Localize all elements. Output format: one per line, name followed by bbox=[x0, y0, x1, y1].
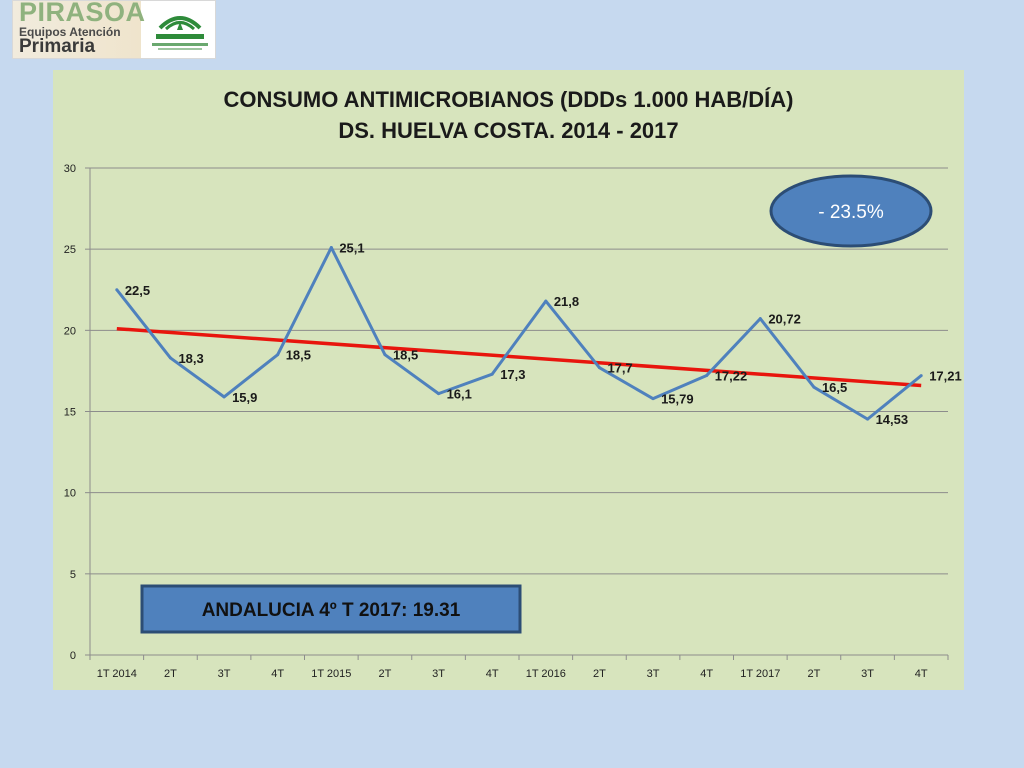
y-tick-label: 30 bbox=[64, 163, 76, 175]
x-tick-label: 2T bbox=[808, 668, 821, 680]
pirasoa-logo: PIRASOA Equipos Atención Primaria bbox=[12, 0, 216, 59]
data-label: 17,22 bbox=[715, 368, 748, 383]
y-tick-label: 10 bbox=[64, 488, 76, 500]
y-tick-label: 0 bbox=[70, 650, 76, 662]
junta-andalucia-emblem bbox=[152, 16, 208, 50]
data-point bbox=[705, 373, 709, 377]
x-tick-label: 4T bbox=[486, 668, 499, 680]
x-tick-label: 2T bbox=[164, 668, 177, 680]
data-label: 18,3 bbox=[178, 351, 203, 366]
data-label: 20,72 bbox=[768, 312, 801, 327]
chart-panel: CONSUMO ANTIMICROBIANOS (DDDs 1.000 HAB/… bbox=[53, 70, 964, 690]
data-point bbox=[919, 374, 923, 378]
change-callout bbox=[769, 174, 933, 248]
data-point bbox=[758, 317, 762, 321]
data-point bbox=[812, 385, 816, 389]
data-point bbox=[597, 366, 601, 370]
x-tick-label: 1T 2016 bbox=[526, 668, 566, 680]
change-callout-text: - 23.5% bbox=[818, 202, 884, 223]
logo-line1: Equipos Atención bbox=[19, 25, 121, 39]
x-tick-label: 2T bbox=[593, 668, 606, 680]
x-tick-label: 3T bbox=[647, 668, 660, 680]
data-point bbox=[168, 356, 172, 360]
trend-line bbox=[116, 326, 922, 388]
chart-title-line1: CONSUMO ANTIMICROBIANOS (DDDs 1.000 HAB/… bbox=[223, 87, 794, 112]
data-label: 21,8 bbox=[554, 294, 579, 309]
data-label: 17,3 bbox=[500, 367, 525, 382]
x-tick-label: 3T bbox=[432, 668, 445, 680]
data-label: 18,5 bbox=[286, 348, 311, 363]
reference-callout-text: ANDALUCIA 4º T 2017: 19.31 bbox=[202, 600, 461, 621]
chart-title-line2: DS. HUELVA COSTA. 2014 - 2017 bbox=[338, 118, 679, 143]
data-label: 17,21 bbox=[929, 369, 962, 384]
data-point bbox=[115, 288, 119, 292]
data-point bbox=[383, 353, 387, 357]
data-point bbox=[544, 299, 548, 303]
data-label: 18,5 bbox=[393, 348, 418, 363]
x-tick-label: 4T bbox=[271, 668, 284, 680]
data-point bbox=[329, 246, 333, 250]
data-point bbox=[490, 372, 494, 376]
y-tick-label: 25 bbox=[64, 244, 76, 256]
data-label: 25,1 bbox=[339, 241, 364, 256]
logo-brand-text: PIRASOA bbox=[19, 0, 146, 27]
x-tick-label: 3T bbox=[218, 668, 231, 680]
logo-line2: Primaria bbox=[19, 36, 96, 57]
reference-callout bbox=[140, 584, 522, 634]
data-point bbox=[866, 417, 870, 421]
data-point bbox=[222, 395, 226, 399]
data-label: 14,53 bbox=[876, 412, 909, 427]
data-label: 16,5 bbox=[822, 380, 847, 395]
y-tick-label: 15 bbox=[64, 407, 76, 419]
chart-title: CONSUMO ANTIMICROBIANOS (DDDs 1.000 HAB/… bbox=[53, 84, 964, 146]
data-label: 22,5 bbox=[125, 283, 150, 298]
data-label: 15,79 bbox=[661, 392, 694, 407]
x-tick-label: 2T bbox=[379, 668, 392, 680]
x-tick-label: 1T 2014 bbox=[97, 668, 137, 680]
x-tick-label: 4T bbox=[700, 668, 713, 680]
y-tick-label: 5 bbox=[70, 569, 76, 581]
data-label: 17,7 bbox=[607, 361, 632, 376]
y-tick-label: 20 bbox=[64, 325, 76, 337]
x-tick-label: 3T bbox=[861, 668, 874, 680]
data-label: 15,9 bbox=[232, 390, 257, 405]
x-tick-label: 4T bbox=[915, 668, 928, 680]
x-tick-label: 1T 2015 bbox=[311, 668, 351, 680]
logo-brand-block: PIRASOA Equipos Atención Primaria bbox=[13, 1, 145, 58]
data-point bbox=[651, 397, 655, 401]
data-point bbox=[276, 353, 280, 357]
series-line bbox=[115, 246, 923, 421]
data-point bbox=[437, 392, 441, 396]
data-label: 16,1 bbox=[447, 387, 472, 402]
x-tick-label: 1T 2017 bbox=[740, 668, 780, 680]
line-chart: 0 5 10 15 20 25 30 1T 2014 2T 3T 4T 1T 2015 2T 3T 4T 1T… bbox=[64, 163, 962, 680]
